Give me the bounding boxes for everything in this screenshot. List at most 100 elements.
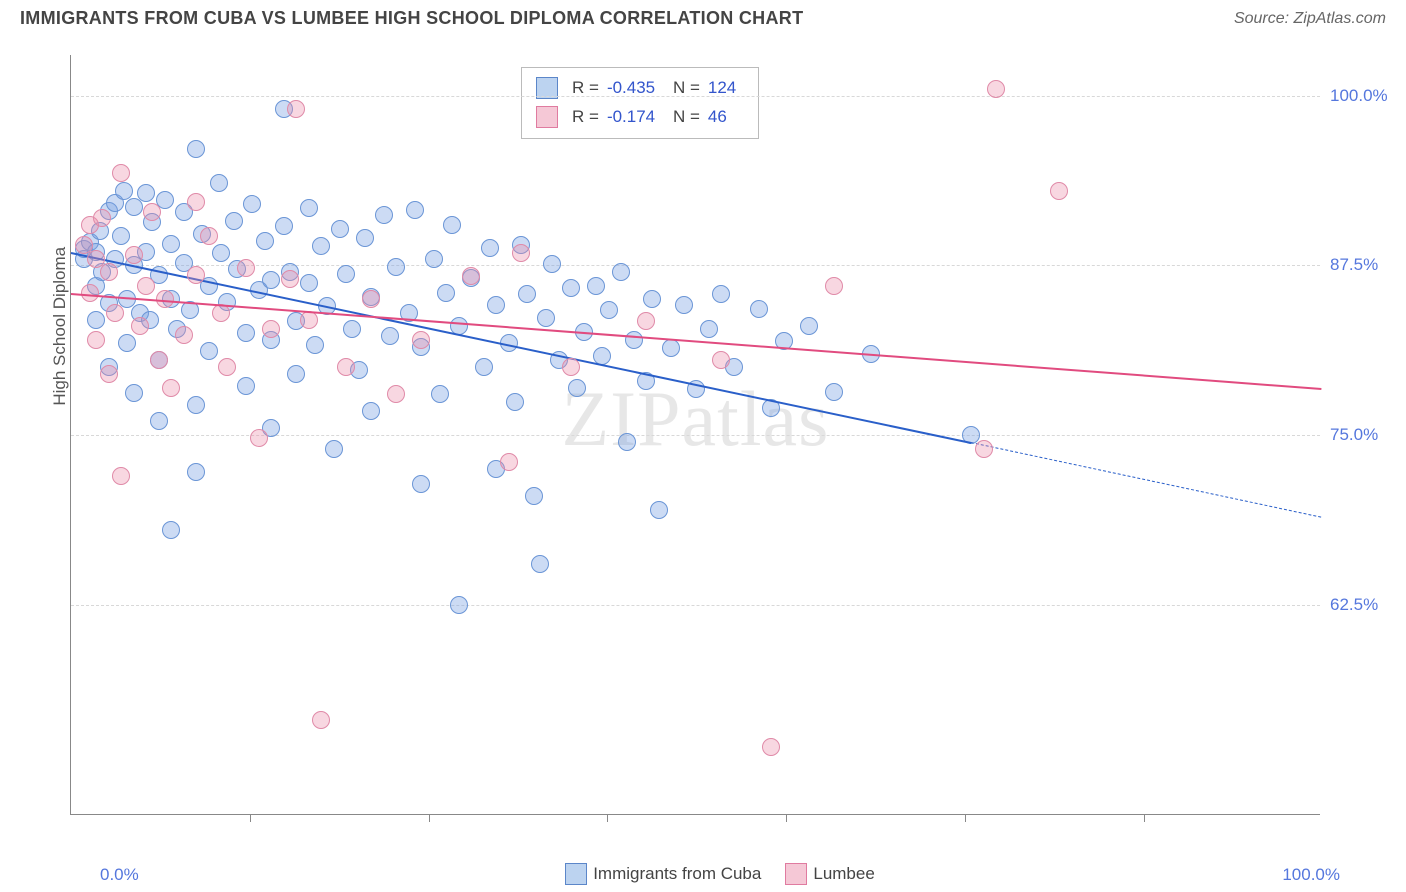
scatter-point — [506, 393, 524, 411]
scatter-point — [375, 206, 393, 224]
gridline — [71, 265, 1320, 266]
scatter-point — [137, 184, 155, 202]
scatter-point — [518, 285, 536, 303]
scatter-point — [412, 475, 430, 493]
legend-r-value: -0.174 — [607, 103, 665, 132]
scatter-point — [150, 351, 168, 369]
legend-r-label: R = — [572, 74, 599, 103]
scatter-point — [612, 263, 630, 281]
scatter-point — [675, 296, 693, 314]
scatter-point — [115, 182, 133, 200]
scatter-point — [475, 358, 493, 376]
scatter-point — [162, 235, 180, 253]
scatter-point — [137, 277, 155, 295]
legend-n-value: 124 — [708, 74, 744, 103]
scatter-point — [100, 263, 118, 281]
scatter-point — [637, 312, 655, 330]
legend-r-value: -0.435 — [607, 74, 665, 103]
scatter-point — [187, 266, 205, 284]
scatter-point — [381, 327, 399, 345]
y-tick-label: 75.0% — [1330, 425, 1378, 445]
scatter-point — [187, 463, 205, 481]
y-tick-label: 62.5% — [1330, 595, 1378, 615]
scatter-point — [87, 311, 105, 329]
scatter-point — [500, 453, 518, 471]
scatter-point — [187, 140, 205, 158]
scatter-point — [81, 284, 99, 302]
scatter-point — [287, 100, 305, 118]
scatter-point — [306, 336, 324, 354]
scatter-point — [712, 351, 730, 369]
scatter-point — [481, 239, 499, 257]
scatter-point — [143, 203, 161, 221]
legend-swatch-icon — [565, 863, 587, 885]
scatter-point — [443, 216, 461, 234]
series-legend: Immigrants from CubaLumbee — [50, 863, 1390, 890]
scatter-point — [462, 267, 480, 285]
scatter-point — [200, 342, 218, 360]
scatter-point — [162, 379, 180, 397]
scatter-point — [237, 259, 255, 277]
chart-source: Source: ZipAtlas.com — [1234, 10, 1386, 28]
scatter-point — [200, 227, 218, 245]
scatter-point — [662, 339, 680, 357]
scatter-point — [337, 358, 355, 376]
y-tick-label: 100.0% — [1330, 86, 1388, 106]
scatter-point — [262, 320, 280, 338]
scatter-point — [618, 433, 636, 451]
scatter-point — [312, 237, 330, 255]
legend-stats-row: R = -0.435 N = 124 — [536, 74, 744, 103]
x-tick — [786, 814, 787, 822]
gridline — [71, 605, 1320, 606]
scatter-point — [325, 440, 343, 458]
legend-stats-box: R = -0.435 N = 124R =-0.174N =46 — [521, 67, 759, 139]
legend-n-value: 46 — [708, 103, 744, 132]
scatter-point — [762, 738, 780, 756]
scatter-point — [210, 174, 228, 192]
trend-line — [71, 293, 1321, 390]
scatter-point — [568, 379, 586, 397]
scatter-point — [562, 358, 580, 376]
x-tick — [965, 814, 966, 822]
scatter-point — [218, 358, 236, 376]
scatter-point — [562, 279, 580, 297]
scatter-point — [425, 250, 443, 268]
scatter-point — [175, 326, 193, 344]
x-tick — [250, 814, 251, 822]
scatter-point — [150, 412, 168, 430]
legend-stats-row: R =-0.174N =46 — [536, 103, 744, 132]
scatter-point — [237, 377, 255, 395]
scatter-point — [412, 331, 430, 349]
scatter-point — [650, 501, 668, 519]
legend-n-label: N = — [673, 74, 700, 103]
scatter-point — [525, 487, 543, 505]
scatter-point — [387, 385, 405, 403]
plot-area: ZIPatlas R =-0.435N =124R =-0.174N =46 — [70, 55, 1320, 815]
x-tick — [1144, 814, 1145, 822]
scatter-point — [281, 270, 299, 288]
scatter-point — [275, 217, 293, 235]
scatter-point — [262, 271, 280, 289]
scatter-point — [125, 246, 143, 264]
scatter-point — [93, 209, 111, 227]
scatter-point — [212, 244, 230, 262]
scatter-point — [450, 596, 468, 614]
gridline — [71, 96, 1320, 97]
scatter-point — [362, 290, 380, 308]
scatter-point — [237, 324, 255, 342]
scatter-point — [600, 301, 618, 319]
scatter-point — [587, 277, 605, 295]
scatter-point — [356, 229, 374, 247]
legend-item: Immigrants from Cuba — [565, 863, 761, 885]
scatter-point — [337, 265, 355, 283]
scatter-point — [537, 309, 555, 327]
scatter-point — [825, 277, 843, 295]
chart-title: IMMIGRANTS FROM CUBA VS LUMBEE HIGH SCHO… — [20, 8, 803, 29]
scatter-point — [112, 467, 130, 485]
scatter-point — [387, 258, 405, 276]
x-tick — [429, 814, 430, 822]
chart-container: High School Diploma ZIPatlas R =-0.435N … — [50, 45, 1390, 835]
scatter-point — [700, 320, 718, 338]
scatter-point — [431, 385, 449, 403]
scatter-point — [343, 320, 361, 338]
